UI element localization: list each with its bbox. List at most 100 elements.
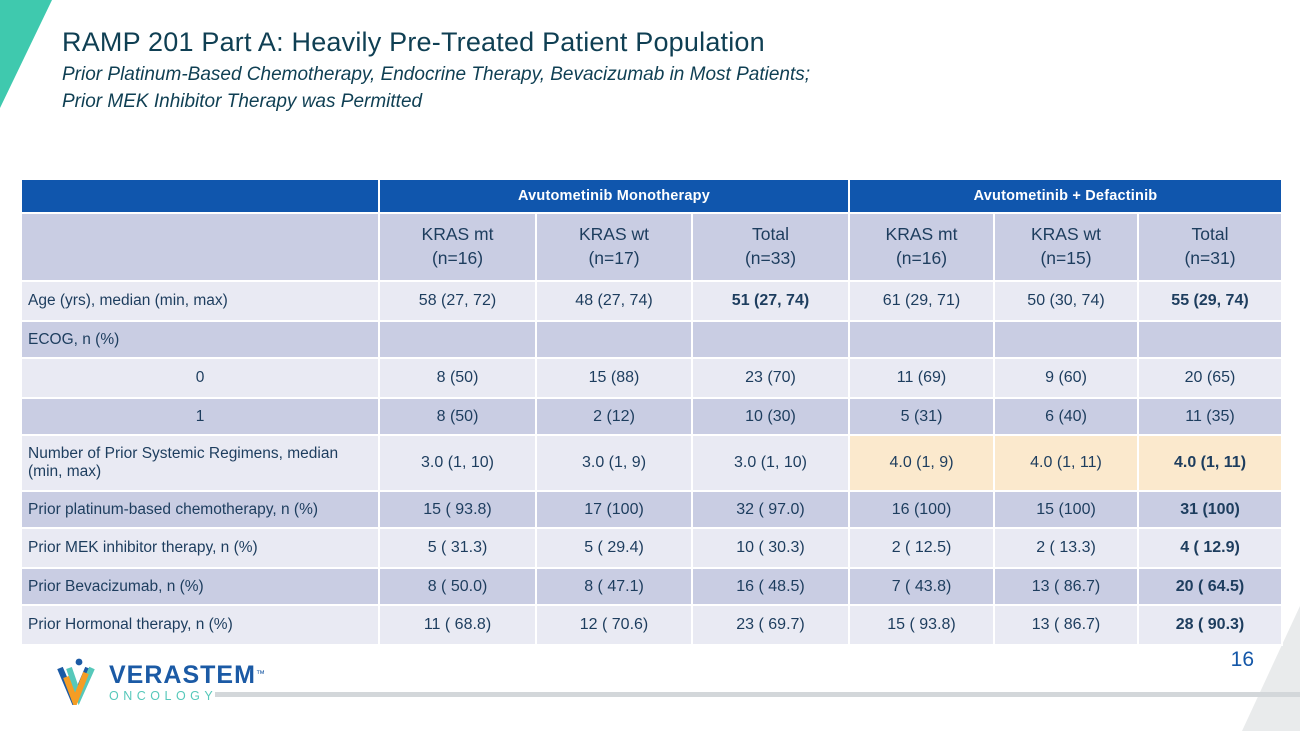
column-header-row: KRAS mt (n=16) KRAS wt (n=17) Total (n=33) KRA… bbox=[20, 212, 1283, 282]
data-cell bbox=[535, 320, 693, 359]
row-label-cell: 1 bbox=[20, 397, 380, 436]
subtitle-line-2: Prior MEK Inhibitor Therapy was Permitte… bbox=[62, 90, 423, 112]
data-cell: 16 ( 48.5) bbox=[691, 567, 850, 606]
data-cell: 23 (70) bbox=[691, 357, 850, 399]
column-header-cell: KRAS wt (n=15) bbox=[993, 212, 1139, 282]
column-header-line1: KRAS wt bbox=[578, 224, 650, 245]
data-cell: 31 (100) bbox=[1137, 490, 1283, 529]
data-cell: 11 (69) bbox=[848, 357, 995, 399]
row-label-cell: ECOG, n (%) bbox=[20, 320, 380, 359]
column-header-line1: Total bbox=[752, 224, 789, 245]
data-cell: 20 ( 64.5) bbox=[1137, 567, 1283, 606]
group-header-row: Avutometinib Monotherapy Avutometinib + D… bbox=[20, 178, 1283, 214]
table-row: Number of Prior Systemic Regimens, media… bbox=[20, 434, 1283, 492]
column-header-line2: (n=16) bbox=[895, 248, 948, 268]
data-cell: 4 ( 12.9) bbox=[1137, 527, 1283, 569]
data-cell: 5 (31) bbox=[848, 397, 995, 436]
column-header-empty-cell bbox=[20, 212, 380, 282]
data-cell: 15 (100) bbox=[993, 490, 1139, 529]
column-header-cell: KRAS mt (n=16) bbox=[378, 212, 537, 282]
data-cell: 17 (100) bbox=[535, 490, 693, 529]
data-cell: 3.0 (1, 9) bbox=[535, 434, 693, 492]
column-header-line2: (n=15) bbox=[1040, 248, 1092, 268]
column-header-line1: KRAS mt bbox=[885, 224, 958, 245]
row-label-cell: Prior Bevacizumab, n (%) bbox=[20, 567, 380, 606]
row-label-cell: 0 bbox=[20, 357, 380, 399]
column-header-line1: KRAS mt bbox=[421, 224, 494, 245]
data-cell: 9 (60) bbox=[993, 357, 1139, 399]
slide-title: RAMP 201 Part A: Heavily Pre-Treated Pat… bbox=[62, 27, 765, 57]
data-cell: 32 ( 97.0) bbox=[691, 490, 850, 529]
column-header-line1: Total bbox=[1191, 224, 1229, 245]
data-cell bbox=[848, 320, 995, 359]
group-header-cell: Avutometinib Monotherapy bbox=[378, 178, 850, 214]
data-cell: 13 ( 86.7) bbox=[993, 604, 1139, 646]
data-cell: 28 ( 90.3) bbox=[1137, 604, 1283, 646]
table-row: Age (yrs), median (min, max) 58 (27, 72) 4… bbox=[20, 280, 1283, 322]
column-header-cell: KRAS mt (n=16) bbox=[848, 212, 995, 282]
column-header-line1: KRAS wt bbox=[1030, 224, 1102, 245]
row-label-cell: Prior MEK inhibitor therapy, n (%) bbox=[20, 527, 380, 569]
data-cell: 8 (50) bbox=[378, 397, 537, 436]
subtitle-line-1: Prior Platinum-Based Chemotherapy, Endoc… bbox=[62, 64, 811, 86]
column-header-line2: (n=16) bbox=[431, 248, 484, 268]
data-cell: 11 (35) bbox=[1137, 397, 1283, 436]
data-cell: 20 (65) bbox=[1137, 357, 1283, 399]
column-header-line2: (n=33) bbox=[744, 248, 797, 268]
table-row: Prior Bevacizumab, n (%) 8 ( 50.0) 8 ( 47.… bbox=[20, 567, 1283, 606]
data-cell: 15 ( 93.8) bbox=[848, 604, 995, 646]
corner-accent-triangle bbox=[0, 0, 52, 108]
data-cell: 55 (29, 74) bbox=[1137, 280, 1283, 322]
page-number: 16 bbox=[1230, 648, 1254, 671]
data-cell: 4.0 (1, 11) bbox=[1137, 434, 1283, 492]
verastem-logo: VERASTEM™ ONCOLOGY bbox=[55, 657, 265, 705]
slide-subtitle: Prior Platinum-Based Chemotherapy, Endoc… bbox=[62, 62, 810, 115]
column-header-line2: (n=31) bbox=[1184, 248, 1236, 268]
table-row: Prior platinum-based chemotherapy, n (%)… bbox=[20, 490, 1283, 529]
column-header-cell: Total (n=31) bbox=[1137, 212, 1283, 282]
row-label-cell: Age (yrs), median (min, max) bbox=[20, 280, 380, 322]
row-label-cell: Prior platinum-based chemotherapy, n (%) bbox=[20, 490, 380, 529]
table-row: Prior Hormonal therapy, n (%) 11 ( 68.8) 1… bbox=[20, 604, 1283, 646]
data-cell: 4.0 (1, 9) bbox=[848, 434, 995, 492]
data-cell: 12 ( 70.6) bbox=[535, 604, 693, 646]
data-cell bbox=[993, 320, 1139, 359]
column-header-cell: KRAS wt (n=17) bbox=[535, 212, 693, 282]
data-cell: 8 ( 50.0) bbox=[378, 567, 537, 606]
data-cell bbox=[691, 320, 850, 359]
logo-trademark: ™ bbox=[255, 668, 265, 679]
verastem-logo-mark-icon bbox=[57, 658, 95, 705]
column-header-line2: (n=17) bbox=[588, 248, 640, 268]
column-header-cell: Total (n=33) bbox=[691, 212, 850, 282]
logo-name: VERASTEM bbox=[109, 661, 256, 689]
data-cell: 51 (27, 74) bbox=[691, 280, 850, 322]
table-row: Prior MEK inhibitor therapy, n (%) 5 ( 31… bbox=[20, 527, 1283, 569]
row-label-cell: Prior Hormonal therapy, n (%) bbox=[20, 604, 380, 646]
data-cell: 23 ( 69.7) bbox=[691, 604, 850, 646]
data-cell: 16 (100) bbox=[848, 490, 995, 529]
footer-divider-line bbox=[215, 692, 1300, 697]
data-cell: 6 (40) bbox=[993, 397, 1139, 436]
data-cell: 61 (29, 71) bbox=[848, 280, 995, 322]
data-cell: 10 (30) bbox=[691, 397, 850, 436]
data-cell: 3.0 (1, 10) bbox=[378, 434, 537, 492]
data-cell: 10 ( 30.3) bbox=[691, 527, 850, 569]
data-cell: 4.0 (1, 11) bbox=[993, 434, 1139, 492]
table-body: Avutometinib Monotherapy Avutometinib + D… bbox=[20, 178, 1283, 646]
data-cell: 8 ( 47.1) bbox=[535, 567, 693, 606]
data-cell: 58 (27, 72) bbox=[378, 280, 537, 322]
data-cell: 5 ( 31.3) bbox=[378, 527, 537, 569]
data-cell: 2 (12) bbox=[535, 397, 693, 436]
verastem-logo-text: VERASTEM™ ONCOLOGY bbox=[109, 663, 265, 703]
data-cell bbox=[1137, 320, 1283, 359]
data-cell: 15 ( 93.8) bbox=[378, 490, 537, 529]
row-label-cell: Number of Prior Systemic Regimens, media… bbox=[20, 434, 380, 492]
data-cell: 3.0 (1, 10) bbox=[691, 434, 850, 492]
group-header-cell: Avutometinib + Defactinib bbox=[848, 178, 1283, 214]
group-header-corner-cell bbox=[20, 178, 380, 214]
title-block: RAMP 201 Part A: Heavily Pre-Treated Pat… bbox=[62, 27, 810, 115]
data-cell: 2 ( 13.3) bbox=[993, 527, 1139, 569]
data-cell: 13 ( 86.7) bbox=[993, 567, 1139, 606]
